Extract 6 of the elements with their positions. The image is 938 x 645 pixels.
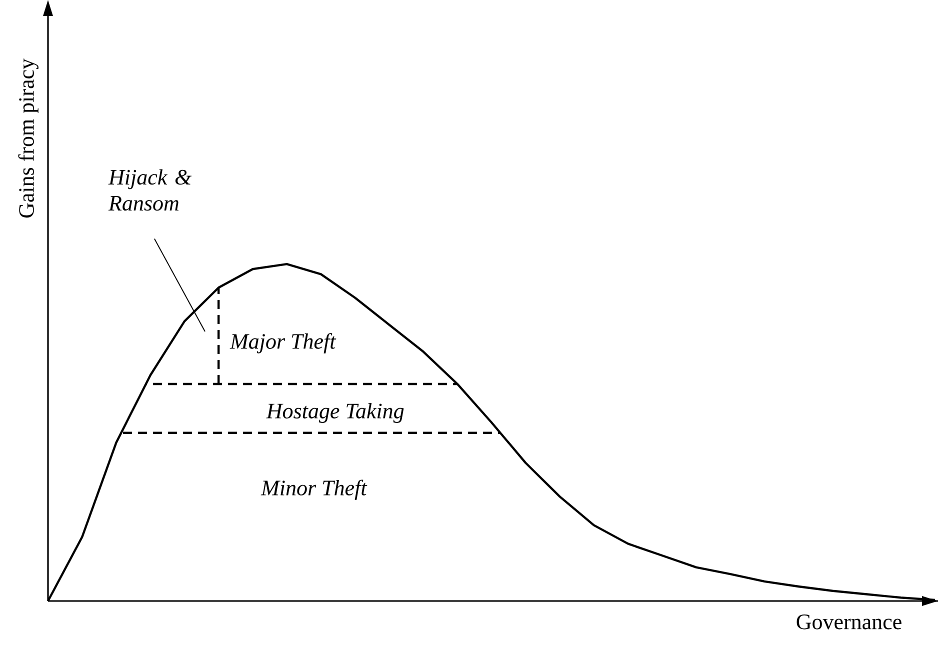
annotation: Major Theft xyxy=(230,333,336,354)
annotation: Hostage Taking xyxy=(266,403,404,423)
y-axis-title: Gains from piracy xyxy=(18,58,38,218)
text: Hijack & Ransom xyxy=(108,169,192,211)
x-axis-title: Governance xyxy=(796,614,902,630)
annotation: Minor Theft xyxy=(260,480,368,500)
